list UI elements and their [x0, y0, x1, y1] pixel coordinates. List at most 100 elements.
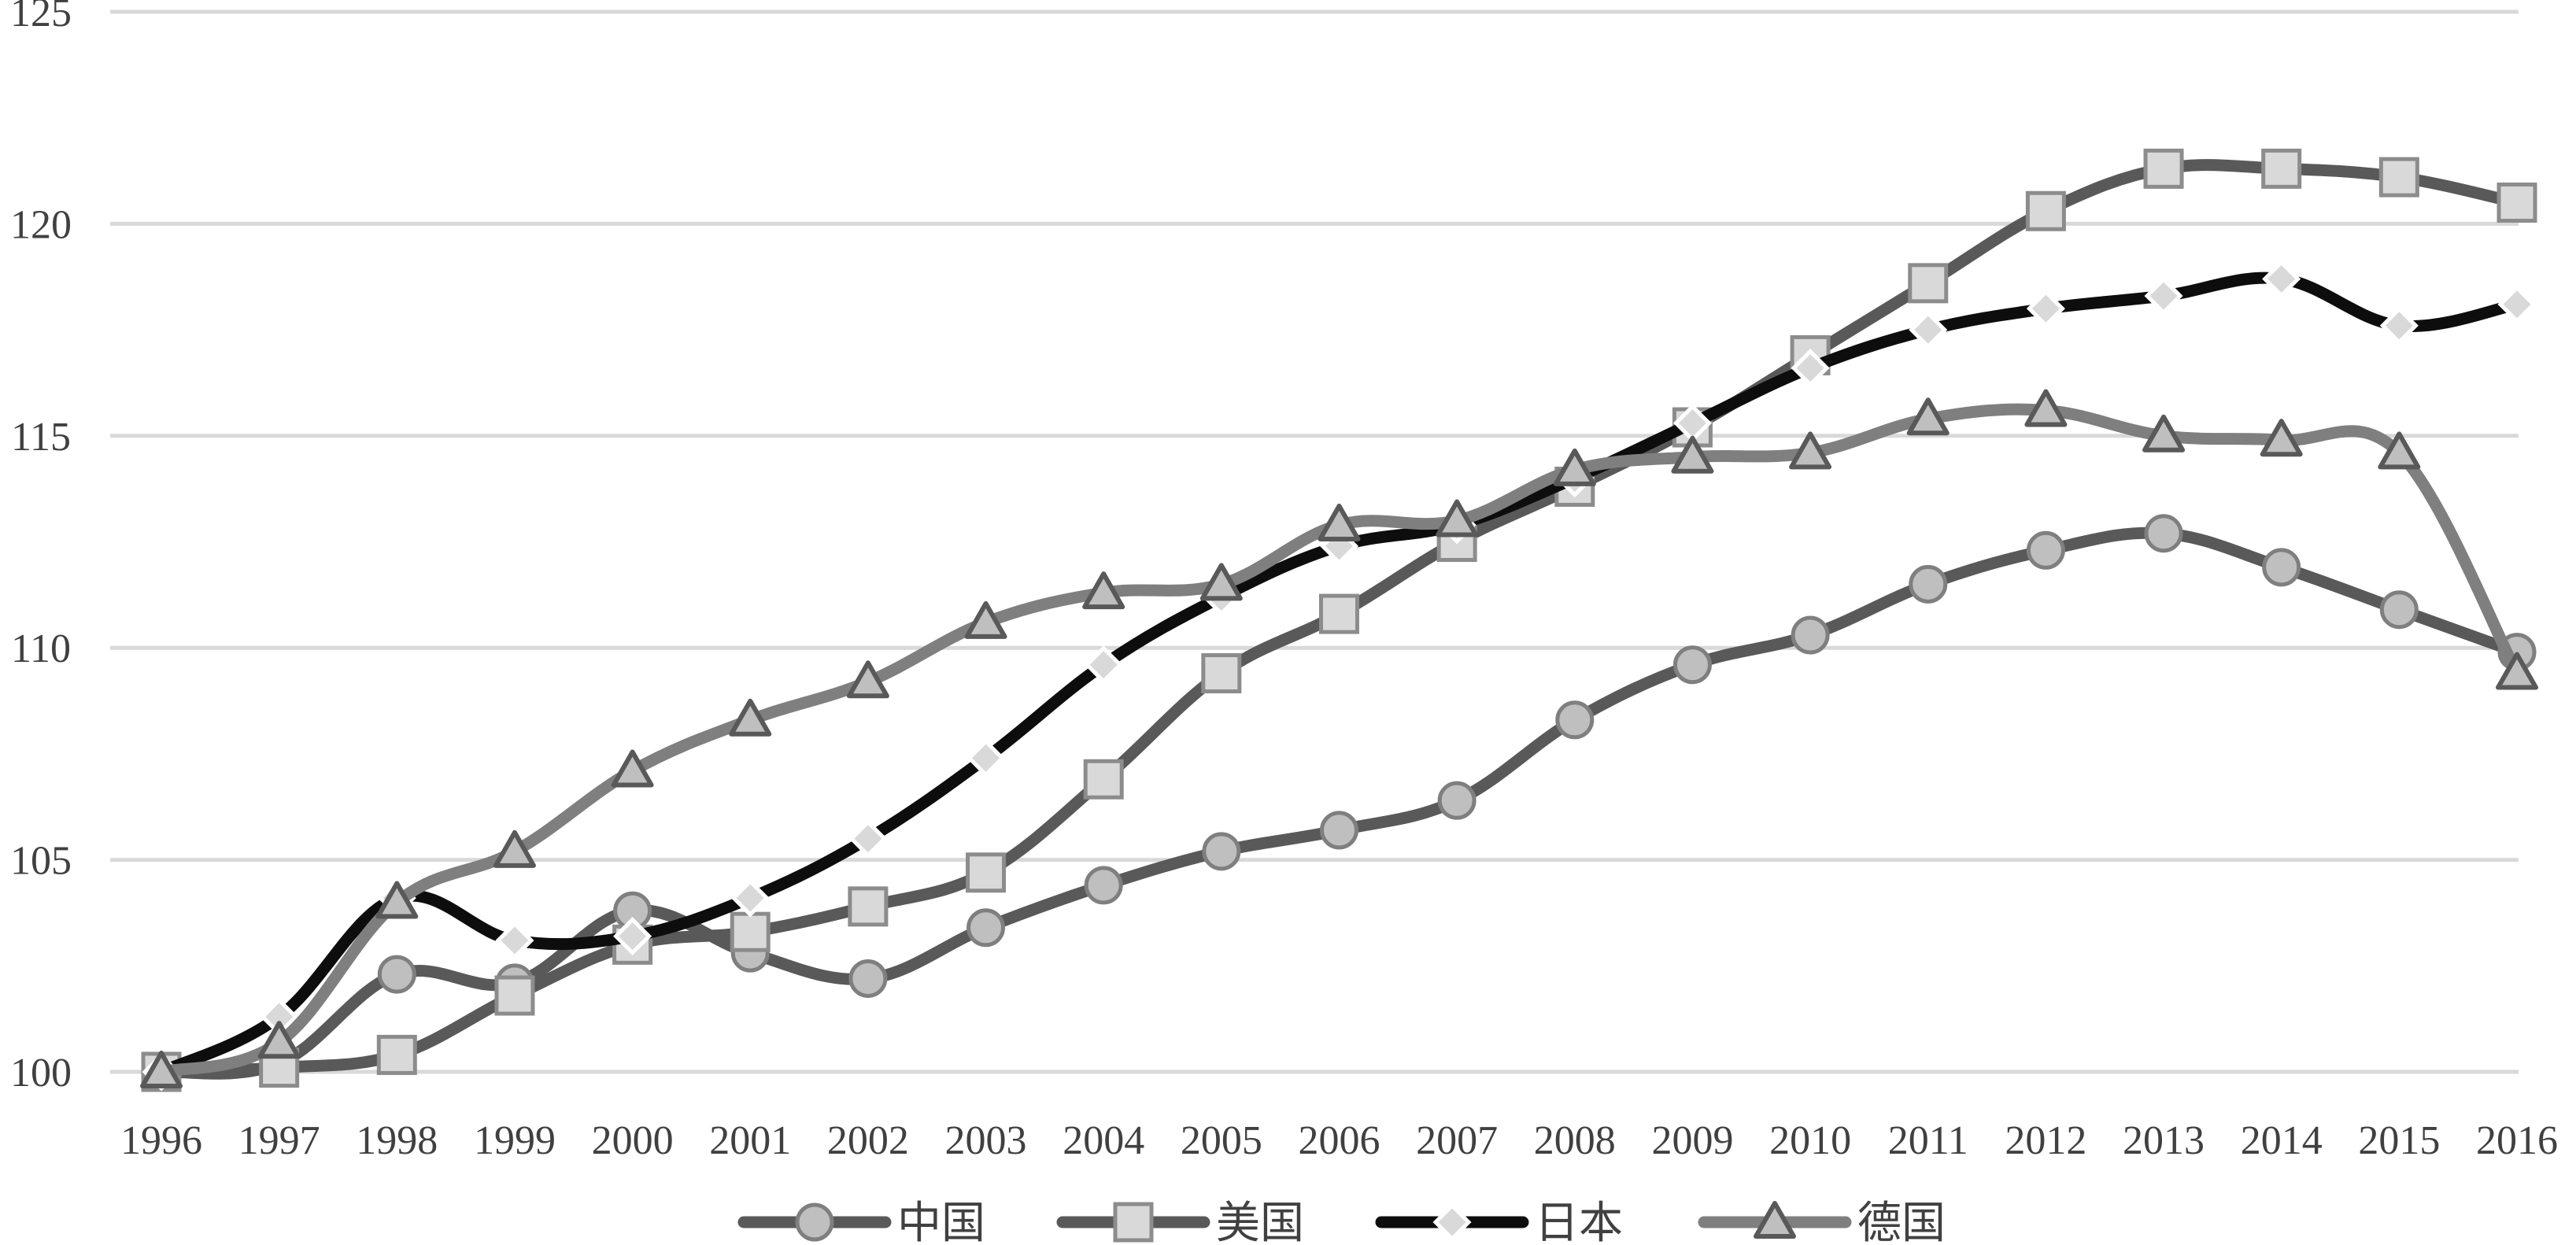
x-tick-label: 2008	[1534, 1118, 1616, 1163]
data-point	[2378, 431, 2421, 470]
data-point	[613, 917, 652, 956]
data-point	[495, 921, 534, 960]
data-point	[2497, 285, 2537, 324]
x-tick-label: 1996	[120, 1118, 202, 1163]
x-tick-label: 2006	[1299, 1118, 1380, 1163]
data-point	[377, 955, 416, 994]
legend-item: 德国	[1698, 1198, 1946, 1245]
x-tick-label: 2005	[1181, 1118, 1262, 1163]
data-point	[611, 749, 654, 788]
x-tick-label: 2002	[827, 1118, 909, 1163]
legend-label: 日本	[1535, 1198, 1623, 1245]
y-tick-label: 105	[10, 839, 72, 884]
data-point	[2497, 182, 2537, 223]
data-point	[730, 878, 770, 918]
x-tick-label: 2001	[709, 1118, 791, 1163]
legend-swatch-marker	[1754, 1201, 1796, 1239]
x-axis-tick-labels: 1996 1997 1998 1999 2000 2001 2002 2003 2004 2005…	[120, 1118, 2558, 1163]
data-point	[2144, 276, 2183, 316]
legend-swatch-marker	[795, 1203, 834, 1242]
data-point	[964, 600, 1007, 639]
data-point	[1320, 811, 1358, 850]
legend-label: 德国	[1857, 1198, 1946, 1245]
legend-swatch-marker	[1113, 1202, 1154, 1243]
series-group	[140, 148, 2538, 1092]
x-tick-label: 2007	[1416, 1118, 1498, 1163]
data-point	[848, 959, 888, 998]
data-point	[1083, 759, 1124, 800]
x-tick-label: 2004	[1063, 1118, 1144, 1163]
y-tick-label: 120	[10, 202, 72, 247]
x-tick-label: 2016	[2476, 1118, 2558, 1163]
data-point	[1436, 499, 1479, 538]
data-point	[2144, 514, 2183, 553]
series-4	[140, 389, 2538, 1088]
data-point	[1672, 645, 1712, 685]
data-point	[140, 1051, 183, 1088]
data-point	[1084, 645, 1123, 685]
data-point	[2378, 157, 2419, 198]
data-point	[1671, 435, 1714, 474]
data-point	[2262, 548, 2301, 587]
data-point	[966, 908, 1006, 948]
data-point	[1791, 615, 1830, 655]
data-point	[1082, 571, 1125, 610]
data-point	[2262, 259, 2301, 298]
data-point	[1791, 349, 1830, 388]
x-tick-label: 2011	[1888, 1118, 1968, 1163]
legend-item: 日本	[1375, 1198, 1623, 1245]
data-point	[2024, 389, 2068, 427]
data-point	[1555, 700, 1595, 740]
data-point	[494, 975, 535, 1016]
legend: 中国 美国 日本 德国	[737, 1198, 1946, 1245]
x-tick-label: 2003	[945, 1118, 1027, 1163]
x-tick-label: 2000	[592, 1118, 674, 1163]
y-tick-label: 110	[11, 626, 71, 671]
data-point	[846, 660, 889, 699]
y-axis-tick-labels: 100 105 110 115 120 125	[10, 0, 72, 1095]
legend-item: 美国	[1056, 1198, 1304, 1245]
data-point	[729, 698, 772, 737]
x-tick-label: 2014	[2241, 1118, 2323, 1163]
legend-label: 美国	[1216, 1198, 1304, 1245]
data-point	[966, 852, 1007, 893]
data-point	[848, 886, 889, 927]
x-tick-label: 2015	[2358, 1118, 2440, 1163]
data-point	[2026, 530, 2065, 570]
x-tick-label: 2009	[1651, 1118, 1733, 1163]
data-point	[493, 829, 536, 868]
data-point	[1201, 653, 1242, 694]
data-point	[376, 1034, 417, 1075]
x-tick-label: 1998	[356, 1118, 438, 1163]
x-tick-label: 2013	[2123, 1118, 2205, 1163]
data-point	[1318, 503, 1361, 541]
data-point	[1909, 310, 1948, 349]
data-point	[848, 819, 888, 859]
legend-item: 中国	[737, 1198, 985, 1245]
data-point	[1084, 866, 1123, 905]
y-tick-label: 125	[10, 0, 72, 35]
data-point	[2496, 652, 2538, 690]
legend-swatch-marker	[1432, 1203, 1472, 1242]
x-tick-label: 1999	[474, 1118, 556, 1163]
data-point	[1437, 781, 1476, 820]
data-point	[2026, 289, 2065, 328]
data-point	[2379, 306, 2419, 345]
y-tick-label: 100	[10, 1051, 72, 1095]
data-point	[1199, 563, 1243, 601]
data-point	[1908, 263, 1949, 304]
data-point	[1906, 397, 1950, 436]
x-tick-label: 2010	[1769, 1118, 1851, 1163]
data-point	[1202, 832, 1241, 871]
x-tick-label: 1997	[238, 1118, 320, 1163]
data-point	[1909, 564, 1948, 604]
data-point	[1553, 448, 1596, 486]
data-point	[257, 1021, 301, 1059]
data-point	[2025, 190, 2066, 231]
data-point	[2260, 419, 2303, 457]
data-point	[2379, 590, 2419, 630]
data-point	[2142, 414, 2186, 453]
data-point	[375, 881, 419, 919]
series-3	[142, 259, 2537, 1092]
